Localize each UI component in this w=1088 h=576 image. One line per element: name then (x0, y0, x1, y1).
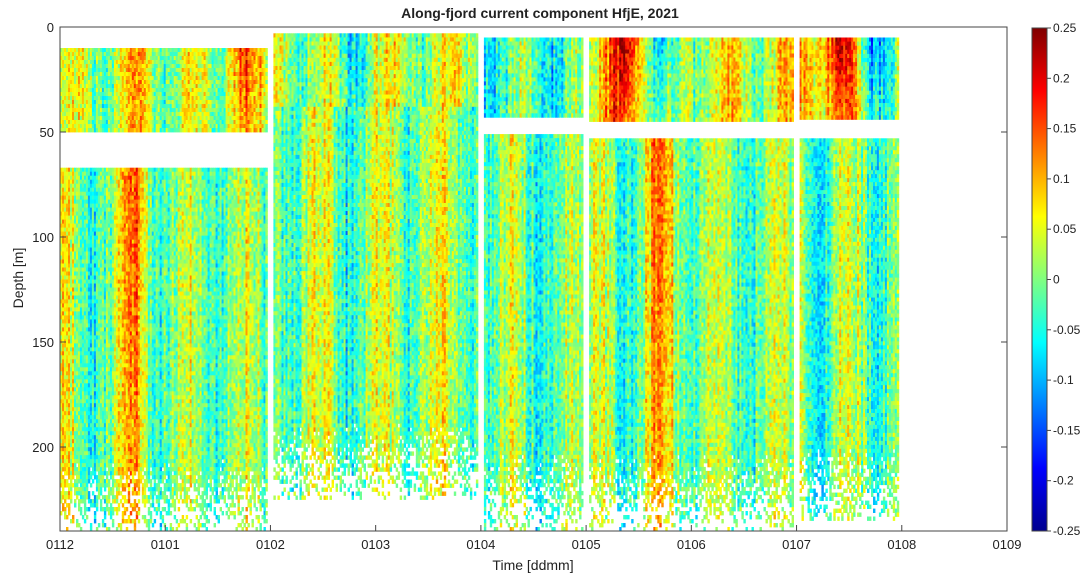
colorbar-tick-label: -0.05 (1053, 323, 1081, 337)
x-tick-label: 0109 (993, 537, 1022, 552)
segment-0102-0104-upper (273, 33, 479, 108)
colorbar (1031, 27, 1048, 532)
segment-0105-0107-lower (589, 138, 794, 532)
segment-0107-0108-lower (799, 138, 900, 521)
segment-0104-0105-upper (483, 37, 584, 118)
y-tick-label: 150 (32, 335, 54, 350)
colorbar-tick-label: 0 (1053, 273, 1060, 287)
segment-0105-0107-upper (589, 37, 794, 122)
y-axis: 0 50 100 150 200 (32, 20, 1007, 455)
x-tick-label: 0112 (46, 537, 74, 552)
x-tick-label: 0102 (256, 537, 285, 552)
x-tick-label: 0108 (887, 537, 916, 552)
x-tick-label: 0106 (677, 537, 706, 552)
x-tick-label: 0104 (466, 537, 495, 552)
segment-0112-0102-upper (60, 48, 268, 133)
y-axis-label: Depth [m] (10, 248, 26, 309)
x-axis: 0112 0101 0102 0103 0104 0105 0106 0107 0108 0109 (46, 525, 1021, 552)
colorbar-tick-label: 0.25 (1053, 21, 1077, 35)
colorbar-tick-label: 0.2 (1053, 71, 1070, 85)
x-tick-label: 0103 (361, 537, 390, 552)
plot-area-border (59, 26, 1008, 532)
chart-title: Along-fjord current component HfjE, 2021 (401, 5, 679, 21)
y-tick-label: 0 (47, 20, 54, 35)
colorbar-tick-label: 0.1 (1053, 172, 1070, 186)
segment-0104-0105-lower (483, 134, 584, 532)
x-tick-label: 0101 (151, 537, 180, 552)
x-tick-label: 0107 (782, 537, 811, 552)
x-tick-label: 0105 (572, 537, 601, 552)
colorbar-ticks: 0.25 0.2 0.15 0.1 0.05 0 -0.05 -0.1 -0.15 -0.2 -0.… (1047, 21, 1081, 538)
colorbar-tick-label: 0.15 (1053, 122, 1077, 136)
y-tick-label: 100 (32, 230, 54, 245)
x-axis-label: Time [ddmm] (492, 557, 573, 573)
y-tick-label: 200 (32, 440, 54, 455)
colorbar-tick-label: 0.05 (1053, 222, 1077, 236)
colorbar-tick-label: -0.1 (1053, 373, 1074, 387)
segment-0112-0102-lower (60, 167, 268, 532)
y-tick-label: 50 (40, 125, 54, 140)
colorbar-tick-label: -0.2 (1053, 474, 1074, 488)
heatmap-field (60, 33, 900, 532)
colorbar-tick-label: -0.25 (1053, 524, 1081, 538)
segment-0107-0108-upper (799, 37, 900, 120)
colorbar-tick-label: -0.15 (1053, 423, 1081, 437)
segment-0102-0104-lower (273, 106, 479, 500)
